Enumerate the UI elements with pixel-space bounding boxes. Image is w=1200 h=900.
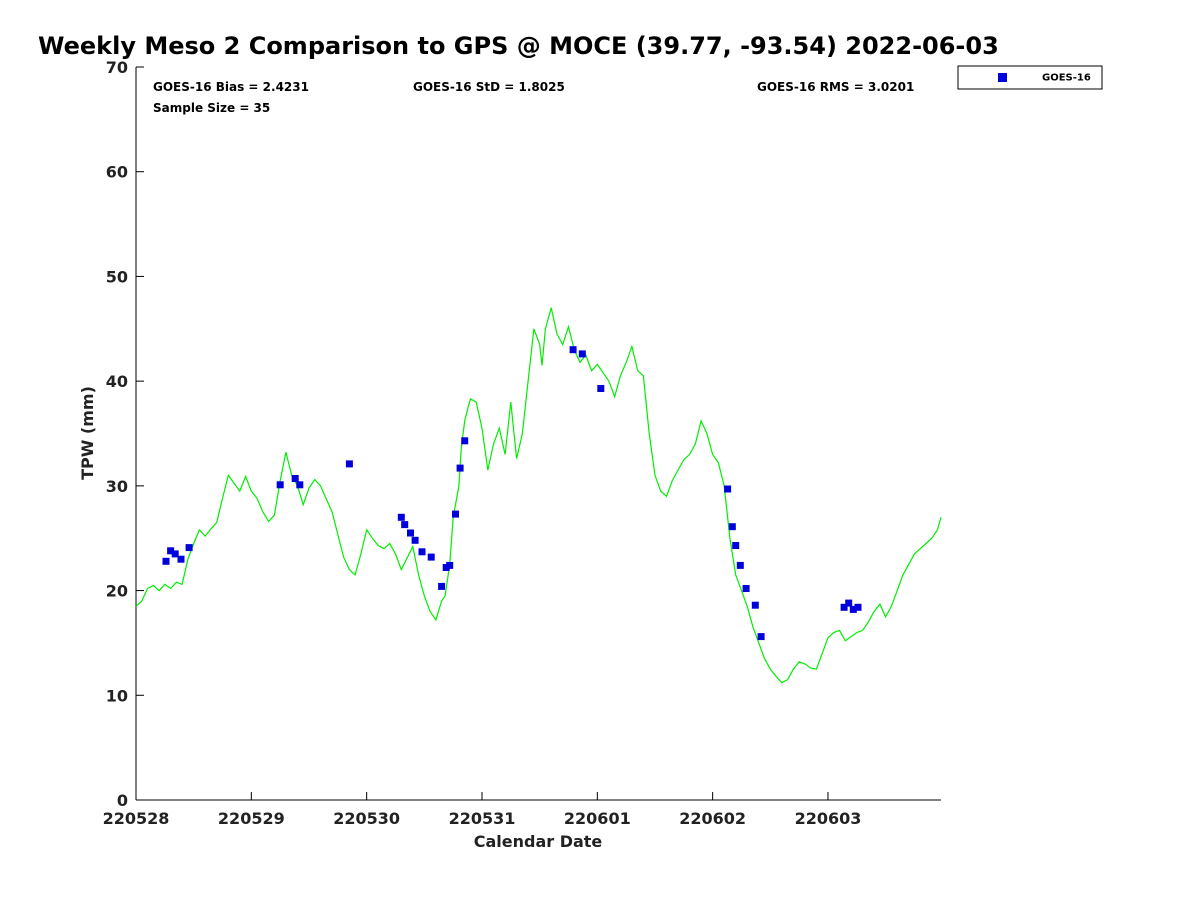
goes16-point [185,544,193,552]
goes16-point [345,460,353,468]
goes16-point [411,536,419,544]
goes16-point [438,582,446,590]
y-tick-label: 40 [106,372,128,391]
rms-stat: GOES-16 RMS = 3.0201 [757,80,914,94]
goes16-point [291,475,299,482]
goes16-point [751,601,759,609]
goes16-point [407,529,414,537]
legend-box [957,65,1103,90]
goes16-point [171,550,179,558]
x-axis-ticks: 220528 220529 220530 220531 220601 220602 2206… [103,792,862,828]
x-axis-label: Calendar Date [474,832,603,851]
goes16-points [162,346,862,641]
goes16-point [757,633,765,641]
goes16-point [276,481,284,489]
y-axis-label: TPW (mm) [78,386,97,480]
goes16-point [742,585,750,592]
y-tick-label: 30 [106,477,128,496]
goes16-point [845,599,853,607]
x-tick-label: 220603 [795,809,862,828]
std-stat: GOES-16 StD = 1.8025 [413,80,565,94]
goes16-point [849,605,857,613]
goes16-point [452,510,459,518]
legend-marker [998,73,1007,82]
legend: GOES-16 [957,65,1103,90]
y-tick-label: 70 [106,58,128,77]
goes16-point [736,561,744,569]
plot-area: 0 10 20 30 40 50 60 70 220528 220529 220530 220531… [103,58,942,828]
x-tick-label: 220531 [449,809,516,828]
goes16-point [418,548,426,556]
x-tick-label: 220530 [333,809,400,828]
goes16-point [167,547,175,555]
y-tick-label: 10 [106,686,128,705]
goes16-point [461,437,469,445]
y-tick-label: 60 [106,163,128,182]
goes16-point [162,557,170,565]
goes16-point [728,523,736,531]
goes16-point [732,542,740,549]
bias-stat: GOES-16 Bias = 2.4231 [153,80,309,94]
goes16-point [427,553,435,561]
y-tick-label: 0 [117,791,128,810]
chart-title: Weekly Meso 2 Comparison to GPS @ MOCE (… [38,32,999,60]
goes16-point [401,521,409,529]
goes16-point [840,603,848,611]
legend-label: GOES-16 [1042,73,1091,84]
goes16-point [296,481,304,489]
goes16-point [569,346,577,354]
y-tick-label: 50 [106,267,128,286]
x-tick-label: 220602 [679,809,746,828]
goes16-point [446,561,454,569]
y-axis-ticks: 0 10 20 30 40 50 60 70 [106,58,144,810]
goes16-point [397,513,405,521]
y-tick-label: 20 [106,582,128,601]
goes16-point [177,555,185,563]
goes16-point [456,464,464,472]
goes16-point [578,350,586,358]
x-tick-label: 220601 [564,809,631,828]
goes16-point [597,385,605,392]
x-tick-label: 220529 [218,809,285,828]
x-tick-label: 220528 [103,809,170,828]
goes16-point [724,485,732,493]
stats-box: GOES-16 Bias = 2.4231 GOES-16 StD = 1.80… [153,80,914,115]
sample-size-stat: Sample Size = 35 [153,101,270,115]
gps-tpw-line [135,307,942,684]
goes16-point [854,603,862,611]
